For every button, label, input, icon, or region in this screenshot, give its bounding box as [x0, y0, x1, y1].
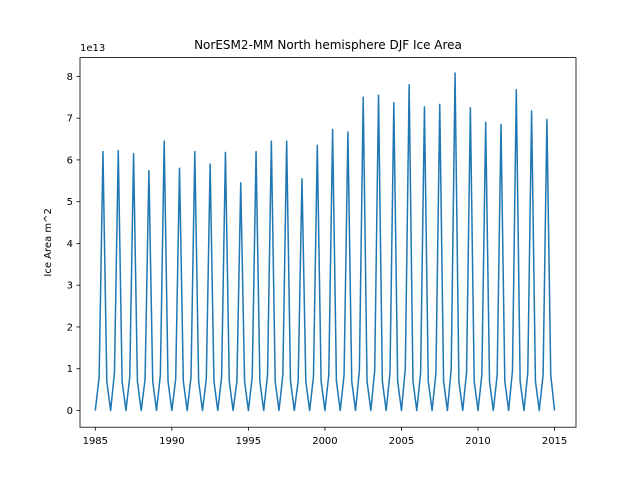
y-tick-label: 2 — [67, 322, 73, 333]
y-tick-label: 5 — [67, 197, 73, 208]
y-axis-label: Ice Area m^2 — [43, 208, 54, 276]
y-tick-label: 8 — [67, 72, 73, 83]
y-tick-label: 3 — [67, 281, 73, 292]
x-tick-label: 2015 — [542, 436, 567, 447]
x-tick-label: 2000 — [312, 436, 337, 447]
x-tick-label: 1995 — [236, 436, 261, 447]
y-tick-label: 0 — [67, 406, 73, 417]
x-tick-label: 1985 — [83, 436, 108, 447]
series-line-0 — [94, 72, 556, 412]
y-tick-label: 1 — [67, 364, 73, 375]
chart-title: NorESM2-MM North hemisphere DJF Ice Area — [194, 38, 462, 52]
y-tick-label: 4 — [67, 239, 73, 250]
y-tick-label: 7 — [67, 114, 73, 125]
x-tick-label: 1990 — [159, 436, 184, 447]
x-tick-label: 2005 — [389, 436, 414, 447]
x-tick-label: 2010 — [465, 436, 490, 447]
axes-frame — [79, 57, 577, 428]
y-tick-label: 6 — [67, 155, 73, 166]
y-axis-scale-label: 1e13 — [80, 43, 105, 54]
